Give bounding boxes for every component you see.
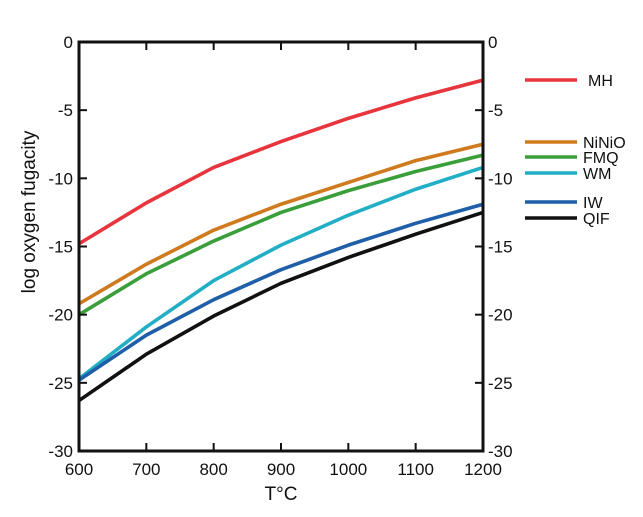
y-tick-label-right: -30: [488, 442, 513, 461]
x-tick-label: 600: [65, 460, 93, 479]
x-tick-label: 700: [132, 460, 160, 479]
y-tick-label-left: -15: [48, 238, 73, 257]
series-line-ninio: [78, 142, 484, 306]
y-tick-label-right: -15: [488, 238, 513, 257]
legend-item-wm: WM: [525, 166, 611, 183]
y-tick-label-left: -5: [58, 101, 73, 120]
x-tick-label: 1100: [397, 460, 434, 479]
series-line-fmq: [78, 153, 484, 317]
y-tick-label-left: -30: [48, 442, 73, 461]
legend-item-ninio: NiNiO: [525, 135, 626, 152]
legend-label: WM: [583, 166, 611, 183]
legend-item-iw: IW: [525, 195, 603, 212]
x-tick-label: 800: [199, 460, 227, 479]
y-tick-label-left: -25: [48, 374, 73, 393]
x-tick-label: 1000: [329, 460, 367, 479]
series-line-wm: [77, 165, 484, 381]
series-line-iw: [77, 202, 484, 382]
legend-label: NiNiO: [583, 135, 626, 152]
legend-label: IW: [583, 195, 603, 212]
y-tick-label-right: -10: [488, 169, 513, 188]
x-tick-label: 900: [267, 460, 295, 479]
y-axis-label: log oxygen fugacity: [19, 130, 40, 293]
legend-item-fmq: FMQ: [525, 150, 619, 167]
series-line-qif: [77, 210, 484, 403]
legend-item-qif: QIF: [525, 211, 610, 228]
y-tick-label-left: 0: [64, 33, 73, 52]
y-tick-label-left: -20: [48, 306, 73, 325]
legend-label: FMQ: [583, 150, 619, 167]
y-tick-label-right: -20: [488, 306, 513, 325]
series-line-mh: [78, 78, 484, 246]
x-axis-label: T°C: [265, 484, 298, 505]
y-tick-label-left: -10: [48, 169, 73, 188]
y-tick-label-right: -5: [488, 101, 503, 120]
legend-label: MH: [588, 73, 613, 90]
legend-label: QIF: [583, 211, 610, 228]
y-tick-label-right: -25: [488, 374, 513, 393]
legend-item-mh: MH: [525, 73, 613, 90]
y-tick-label-right: 0: [488, 33, 497, 52]
x-tick-label: 1200: [464, 460, 502, 479]
